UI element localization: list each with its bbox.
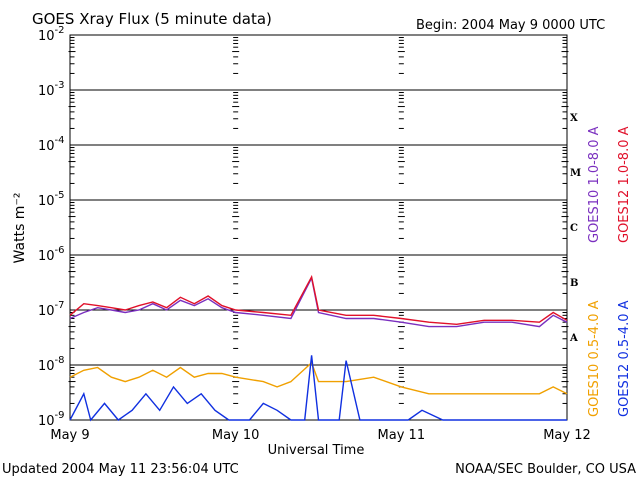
y-tick-label: 10-6 <box>38 245 65 264</box>
series-line <box>69 355 567 422</box>
flare-class-labels: X M C B A <box>569 113 581 344</box>
legend-entry: GOES12 0.5-4.0 A <box>617 300 632 417</box>
legend-entry: GOES10 1.0-8.0 A <box>587 126 602 243</box>
legend-entry: GOES10 0.5-4.0 A <box>587 300 602 417</box>
y-tick-label: 10-2 <box>38 25 65 44</box>
x-tick-label: May 10 <box>212 428 260 443</box>
x-tick-label: May 12 <box>543 428 591 443</box>
y-tick-label: 10-5 <box>38 190 65 209</box>
y-tick-label: 10-9 <box>38 410 65 429</box>
flare-class-label: X <box>570 113 578 124</box>
flare-class-label: B <box>570 278 578 289</box>
legend: GOES10 0.5-4.0 A GOES10 1.0-8.0 A GOES12 0… <box>587 126 632 417</box>
y-axis-label: Watts m⁻² <box>12 193 28 264</box>
x-tick-label: May 9 <box>50 428 89 443</box>
flare-class-label: M <box>570 168 581 179</box>
x-axis-label: Universal Time <box>268 443 365 458</box>
source-credit: NOAA/SEC Boulder, CO USA <box>455 462 636 477</box>
gridlines <box>70 34 567 421</box>
y-tick-label: 10-3 <box>38 80 65 99</box>
flare-class-label: A <box>569 333 578 344</box>
x-tick-label: May 11 <box>378 428 426 443</box>
minor-ticks <box>68 37 569 404</box>
updated-timestamp: Updated 2004 May 11 23:56:04 UTC <box>2 462 239 477</box>
series-line <box>69 361 568 395</box>
series-layer <box>69 274 568 422</box>
x-tick-labels: May 9 May 10 May 11 May 12 <box>50 428 590 443</box>
y-tick-labels: 10-9 10-8 10-7 10-6 10-5 10-4 10-3 10-2 <box>38 25 65 429</box>
flare-class-label: C <box>570 223 578 234</box>
series-line <box>69 275 568 328</box>
plot-area <box>68 34 569 422</box>
legend-entry: GOES12 1.0-8.0 A <box>617 126 632 243</box>
chart-title: GOES Xray Flux (5 minute data) <box>32 10 272 28</box>
begin-date: Begin: 2004 May 9 0000 UTC <box>416 18 605 33</box>
y-tick-label: 10-4 <box>38 135 65 154</box>
y-tick-label: 10-7 <box>38 300 65 319</box>
series-line <box>69 274 568 326</box>
y-tick-label: 10-8 <box>38 355 65 374</box>
plot-frame <box>69 34 568 421</box>
